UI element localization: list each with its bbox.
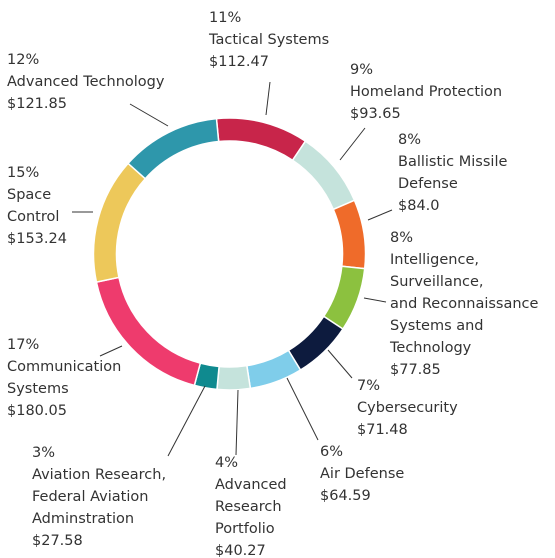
category-label: Communication: [7, 359, 121, 375]
category-label: Advanced Technology: [7, 74, 165, 90]
category-label: Systems: [7, 381, 69, 397]
slice-label: 4% Advanced Research Portfolio $40.27: [215, 455, 287, 558]
percent-label: 3%: [32, 445, 55, 461]
category-label: Defense: [398, 176, 458, 192]
donut-slice: [216, 364, 252, 391]
leader-line: [339, 127, 366, 161]
category-label: Adminstration: [32, 511, 134, 527]
leader-line: [367, 209, 393, 221]
leader-line: [99, 345, 123, 357]
value-label: $180.05: [7, 403, 67, 419]
value-label: $153.24: [7, 231, 67, 247]
category-label: Surveillance,: [390, 274, 484, 290]
leader-line: [167, 385, 206, 457]
category-label: Advanced: [215, 477, 287, 493]
category-label: Space: [7, 187, 51, 203]
category-label: Ballistic Missile: [398, 154, 507, 170]
leader-line: [129, 103, 169, 127]
value-label: $112.47: [209, 54, 269, 70]
slice-label: 9% Homeland Protection $93.65: [350, 62, 502, 122]
slice-label: 8% Intelligence, Surveillance, and Reconnai…: [389, 230, 539, 378]
category-label: and Reconnaissance: [390, 296, 539, 312]
leader-line: [327, 349, 353, 379]
slice-label: 6% Air Defense $64.59: [320, 444, 404, 504]
category-label: Aviation Research,: [32, 467, 166, 483]
donut-slice: [287, 315, 344, 372]
percent-label: 15%: [7, 165, 39, 181]
slice-label: 15% Space Control $153.24: [7, 165, 67, 247]
value-label: $121.85: [7, 96, 67, 112]
percent-label: 9%: [350, 62, 373, 78]
donut-slice: [92, 162, 147, 283]
value-label: $64.59: [320, 488, 371, 504]
percent-label: 7%: [357, 378, 380, 394]
donut-slice: [127, 117, 220, 180]
leader-line: [363, 297, 387, 303]
category-label: Intelligence,: [390, 252, 479, 268]
slice-label: 7% Cybersecurity $71.48: [357, 378, 458, 438]
value-label: $27.58: [32, 533, 83, 549]
slice-label: 3% Aviation Research, Federal Aviation Admi…: [32, 445, 166, 549]
percent-label: 12%: [7, 52, 39, 68]
category-label: Air Defense: [320, 466, 404, 482]
value-label: $77.85: [390, 362, 441, 378]
percent-label: 8%: [390, 230, 413, 246]
category-label: Control: [7, 209, 59, 225]
category-label: Portfolio: [215, 521, 275, 537]
value-label: $84.0: [398, 198, 440, 214]
percent-label: 8%: [398, 132, 421, 148]
value-label: $40.27: [215, 543, 266, 558]
leader-line: [286, 377, 319, 441]
value-label: $71.48: [357, 422, 408, 438]
category-label: Tactical Systems: [208, 32, 329, 48]
slice-label: 8% Ballistic Missile Defense $84.0: [398, 132, 507, 214]
category-label: Systems and: [390, 318, 484, 334]
slice-label: 12% Advanced Technology $121.85: [7, 52, 165, 112]
category-label: Federal Aviation: [32, 489, 148, 505]
slice-label: 11% Tactical Systems $112.47: [208, 10, 329, 70]
percent-label: 4%: [215, 455, 238, 471]
leader-line: [265, 81, 271, 116]
percent-label: 17%: [7, 337, 39, 353]
donut-slice: [245, 349, 302, 390]
value-label: $93.65: [350, 106, 401, 122]
slice-label: 17% Communication Systems $180.05: [7, 337, 121, 419]
donut-slice: [215, 117, 307, 162]
percent-label: 11%: [209, 10, 241, 26]
donut-slice: [291, 140, 356, 211]
category-label: Technology: [389, 340, 472, 356]
category-label: Homeland Protection: [350, 84, 502, 100]
leader-line: [235, 389, 239, 456]
percent-label: 6%: [320, 444, 343, 460]
category-label: Cybersecurity: [357, 400, 458, 416]
category-label: Research: [215, 499, 282, 515]
donut-slice: [332, 199, 367, 270]
